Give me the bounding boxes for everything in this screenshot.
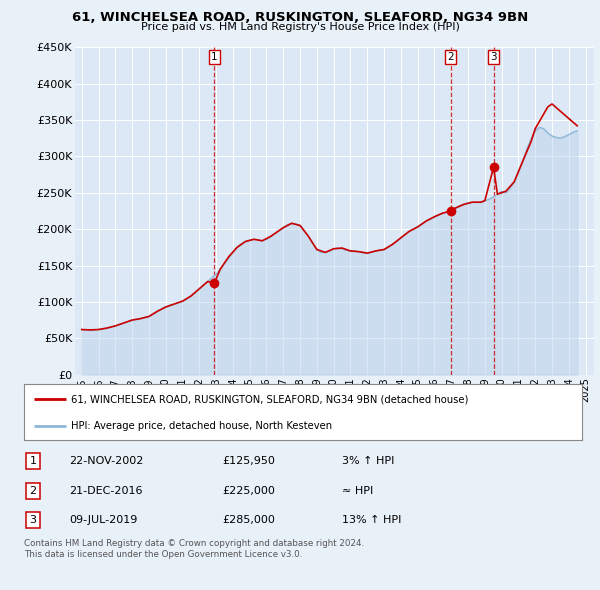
Text: Price paid vs. HM Land Registry's House Price Index (HPI): Price paid vs. HM Land Registry's House … bbox=[140, 22, 460, 32]
Text: 61, WINCHELSEA ROAD, RUSKINGTON, SLEAFORD, NG34 9BN (detached house): 61, WINCHELSEA ROAD, RUSKINGTON, SLEAFOR… bbox=[71, 394, 469, 404]
Text: 13% ↑ HPI: 13% ↑ HPI bbox=[342, 516, 401, 525]
Text: 2: 2 bbox=[448, 52, 454, 62]
Text: This data is licensed under the Open Government Licence v3.0.: This data is licensed under the Open Gov… bbox=[24, 550, 302, 559]
Text: 1: 1 bbox=[211, 52, 218, 62]
Text: 3: 3 bbox=[29, 516, 37, 525]
Text: 2: 2 bbox=[29, 486, 37, 496]
Text: ≈ HPI: ≈ HPI bbox=[342, 486, 373, 496]
Text: Contains HM Land Registry data © Crown copyright and database right 2024.: Contains HM Land Registry data © Crown c… bbox=[24, 539, 364, 548]
Text: £285,000: £285,000 bbox=[222, 516, 275, 525]
Text: 21-DEC-2016: 21-DEC-2016 bbox=[69, 486, 143, 496]
Text: £125,950: £125,950 bbox=[222, 457, 275, 466]
Text: 22-NOV-2002: 22-NOV-2002 bbox=[69, 457, 143, 466]
Text: 61, WINCHELSEA ROAD, RUSKINGTON, SLEAFORD, NG34 9BN: 61, WINCHELSEA ROAD, RUSKINGTON, SLEAFOR… bbox=[72, 11, 528, 24]
Text: 1: 1 bbox=[29, 457, 37, 466]
Text: 3% ↑ HPI: 3% ↑ HPI bbox=[342, 457, 394, 466]
Text: HPI: Average price, detached house, North Kesteven: HPI: Average price, detached house, Nort… bbox=[71, 421, 332, 431]
Text: 3: 3 bbox=[490, 52, 497, 62]
Text: £225,000: £225,000 bbox=[222, 486, 275, 496]
Text: 09-JUL-2019: 09-JUL-2019 bbox=[69, 516, 137, 525]
